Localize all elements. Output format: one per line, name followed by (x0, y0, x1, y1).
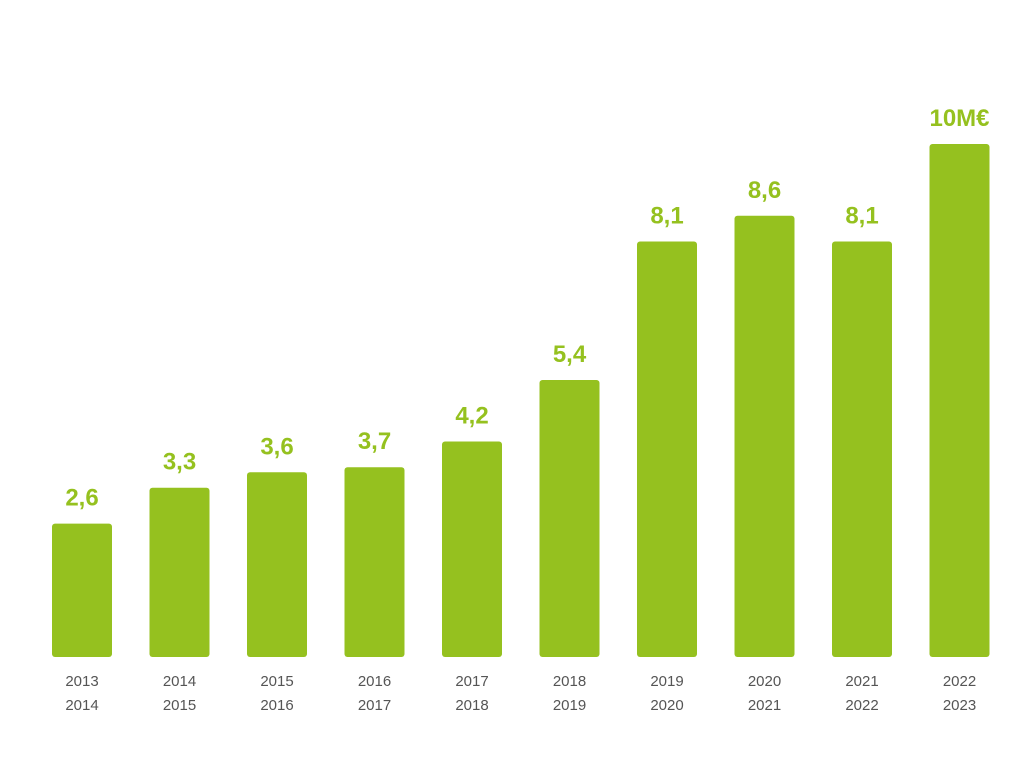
tick-label-7-line-1: 2021 (748, 697, 781, 714)
tick-label-2-line-0: 2015 (260, 673, 293, 690)
tick-label-9-line-1: 2023 (943, 697, 976, 714)
tick-label-1-line-1: 2015 (163, 697, 196, 714)
tick-label-8-line-1: 2022 (845, 697, 878, 714)
bar-value-label-3: 3,7 (358, 428, 391, 455)
bar-value-label-9: 10M€ (929, 105, 989, 132)
bar-value-label-4: 4,2 (455, 403, 488, 430)
bar-9 (929, 144, 990, 657)
tick-label-5-line-1: 2019 (553, 697, 586, 714)
tick-label-4-line-1: 2018 (455, 697, 488, 714)
tick-label-8-line-0: 2021 (845, 673, 878, 690)
tick-label-4-line-0: 2017 (455, 673, 488, 690)
bar-value-label-1: 3,3 (163, 449, 196, 476)
bar-1 (149, 487, 210, 657)
bar-4 (442, 441, 502, 657)
tick-label-0-line-0: 2013 (65, 673, 98, 690)
bar-value-label-8: 8,1 (845, 203, 878, 230)
bar-7 (734, 215, 795, 658)
tick-label-3-line-1: 2017 (358, 697, 391, 714)
bar-value-label-0: 2,6 (65, 485, 98, 512)
tick-label-9-line-0: 2022 (943, 673, 976, 690)
bar-value-label-6: 8,1 (650, 203, 683, 230)
tick-label-6-line-1: 2020 (650, 697, 683, 714)
tick-label-1-line-0: 2014 (163, 673, 196, 690)
tick-label-5-line-0: 2018 (553, 673, 586, 690)
tick-label-6-line-0: 2019 (650, 673, 683, 690)
bar-value-label-2: 3,6 (260, 433, 293, 460)
bar-6 (637, 241, 697, 657)
tick-labels-layer: 2013 2014 2014 2015 2015 2016 2016 2017 2017 2018… (65, 673, 976, 714)
bar-0 (52, 523, 112, 657)
bar-8 (832, 241, 892, 657)
bars-layer (52, 144, 990, 658)
bar-value-label-7: 8,6 (748, 177, 781, 204)
tick-label-2-line-1: 2016 (260, 697, 293, 714)
bar-value-label-5: 5,4 (553, 341, 587, 368)
bar-3 (344, 467, 405, 657)
tick-label-0-line-1: 2014 (65, 697, 98, 714)
bar-2 (247, 472, 307, 657)
value-labels-layer: 2,6 3,3 3,6 3,7 4,2 5,4 8,1 8,6 8,1 10M€ (65, 105, 989, 512)
tick-label-3-line-0: 2016 (358, 673, 391, 690)
tick-label-7-line-0: 2020 (748, 673, 781, 690)
bar-5 (539, 380, 600, 657)
